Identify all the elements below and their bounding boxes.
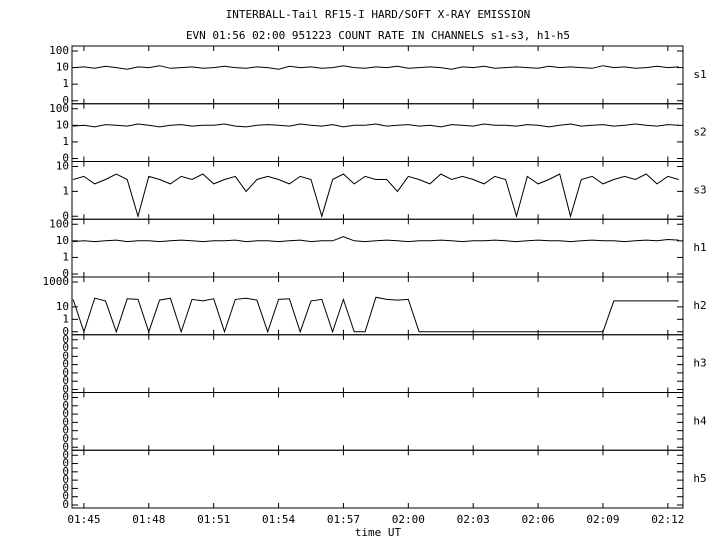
y-tick-label: 0	[62, 358, 69, 371]
y-tick-label: 0	[62, 349, 69, 362]
trace	[73, 123, 679, 128]
x-tick-label: 02:12	[651, 513, 684, 526]
y-tick-label: 0	[62, 94, 69, 107]
y-tick-label: 0	[62, 465, 69, 478]
chart-subtitle: EVN 01:56 02:00 951223 COUNT RATE IN CHA…	[186, 29, 570, 42]
x-axis-label: time UT	[355, 526, 402, 539]
panel-frame	[71, 276, 684, 336]
panel-frame	[71, 103, 684, 162]
panel-label: h3	[693, 357, 706, 370]
y-tick-label: 0	[62, 490, 69, 503]
y-tick-label: 10	[56, 160, 69, 173]
y-tick-label: 0	[62, 391, 69, 404]
x-tick-label: 01:51	[197, 513, 230, 526]
panel-frame	[71, 392, 684, 451]
y-tick-label: 0	[62, 399, 69, 412]
y-tick-label: 1	[62, 250, 69, 263]
y-tick-label: 1	[62, 312, 69, 325]
y-tick-label: 0	[62, 432, 69, 445]
x-tick-label: 02:00	[392, 513, 425, 526]
y-tick-label: 0	[62, 325, 69, 338]
x-tick-label: 02:09	[586, 513, 619, 526]
x-tick-label: 01:54	[262, 513, 295, 526]
x-tick-label: 01:48	[132, 513, 165, 526]
y-tick-label: 0	[62, 333, 69, 346]
y-tick-label: 0	[62, 366, 69, 379]
panel-label: h4	[693, 414, 707, 427]
panel-label: h2	[693, 299, 706, 312]
panel-frame	[71, 161, 684, 220]
x-tick-label: 02:03	[457, 513, 490, 526]
y-tick-label: 0	[62, 440, 69, 453]
y-tick-label: 10	[56, 118, 69, 131]
y-tick-label: 0	[62, 457, 69, 470]
panel-label: s3	[693, 183, 706, 196]
y-tick-label: 0	[62, 407, 69, 420]
y-tick-label: 0	[62, 267, 69, 280]
y-tick-label: 0	[62, 481, 69, 494]
x-tick-label: 01:57	[327, 513, 360, 526]
y-tick-label: 10	[56, 61, 69, 74]
y-tick-label: 10	[56, 300, 69, 313]
y-tick-label: 1	[62, 77, 69, 90]
trace	[72, 296, 679, 334]
panel-label: s2	[693, 126, 706, 139]
trace	[72, 173, 679, 219]
y-tick-label: 0	[62, 152, 69, 165]
y-tick-label: 0	[62, 448, 69, 461]
panel-frame	[71, 334, 684, 393]
y-tick-label: 100	[49, 217, 69, 230]
chart-title: INTERBALL-Tail RF15-I HARD/SOFT X-RAY EM…	[226, 8, 531, 21]
y-tick-label: 0	[62, 415, 69, 428]
y-tick-label: 100	[49, 102, 69, 115]
trace	[73, 65, 679, 70]
y-tick-label: 0	[62, 473, 69, 486]
panel-label: h5	[693, 472, 706, 485]
y-tick-label: 1	[62, 184, 69, 197]
x-tick-label: 01:45	[67, 513, 100, 526]
y-tick-label: 0	[62, 424, 69, 437]
y-tick-label: 0	[62, 374, 69, 387]
y-tick-label: 0	[62, 383, 69, 396]
panel-frame	[71, 218, 684, 278]
panel-frame	[71, 45, 684, 105]
y-tick-label: 0	[62, 209, 69, 222]
trace	[73, 236, 679, 243]
y-tick-label: 0	[62, 341, 69, 354]
y-tick-label: 100	[49, 44, 69, 57]
panel-label: h1	[693, 241, 706, 254]
panel-label: s1	[693, 68, 706, 81]
x-tick-label: 02:06	[522, 513, 555, 526]
y-tick-label: 0	[62, 498, 69, 511]
y-tick-label: 10	[56, 234, 69, 247]
panel-frame	[71, 449, 684, 509]
y-tick-label: 1	[62, 135, 69, 148]
y-tick-label: 1000	[43, 275, 70, 288]
